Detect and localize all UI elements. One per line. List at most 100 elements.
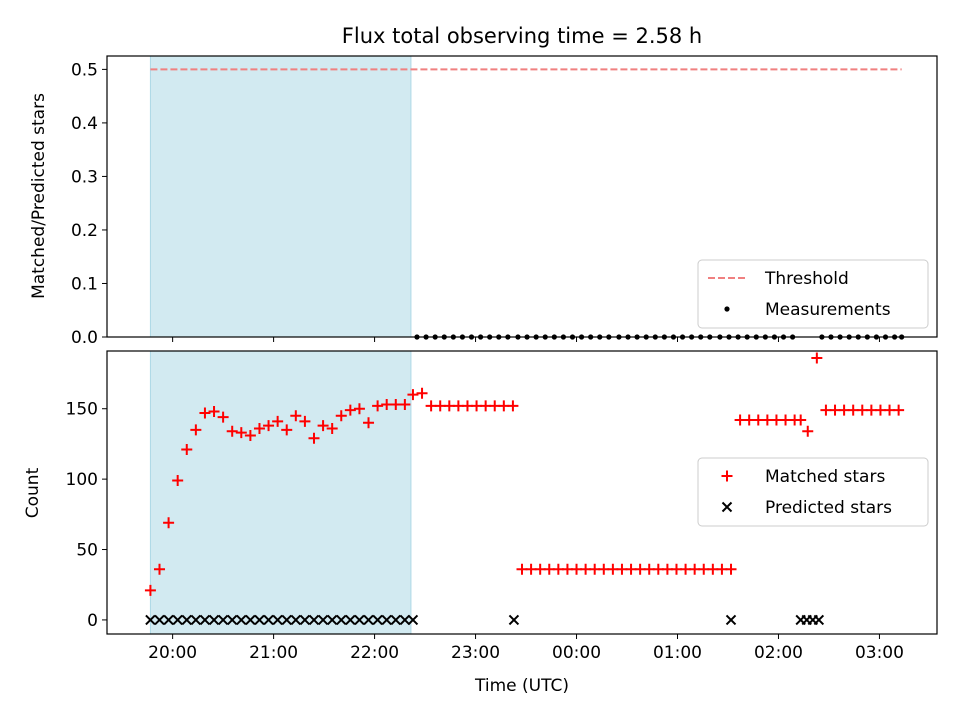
legend-label: Matched stars — [765, 467, 885, 487]
predicted-star-point — [725, 614, 737, 626]
matched-star-point — [416, 387, 428, 399]
predicted-star-point — [326, 614, 338, 626]
predicted-star-point — [172, 614, 183, 626]
matched-star-point — [725, 563, 737, 575]
y-tick-label: 100 — [66, 470, 98, 490]
matched-star-point — [217, 411, 229, 423]
x-tick-label: 01:00 — [653, 643, 702, 663]
predicted-star-point — [308, 614, 320, 626]
y-tick-label: 0.1 — [71, 274, 98, 294]
legend-label: Threshold — [764, 269, 849, 289]
matched-star-point — [363, 417, 375, 429]
matched-star-point — [372, 400, 384, 412]
predicted-star-point — [208, 614, 220, 626]
predicted-star-point — [236, 614, 247, 626]
matched-star-point — [399, 399, 411, 411]
predicted-star-point — [299, 614, 311, 626]
legend: Threshold Measurements — [697, 259, 929, 329]
y-tick-label: 0.2 — [71, 221, 98, 241]
predicted-star-point — [181, 614, 192, 626]
y-tick-label: 50 — [76, 541, 98, 561]
predicted-star-point — [372, 614, 383, 626]
matched-star-point — [154, 563, 166, 575]
predicted-star-point — [190, 614, 202, 626]
predicted-star-point — [254, 614, 265, 626]
count-panel: 20:00 21:00 22:00 23:00 00:00 01:00 02:00 03:00… — [66, 350, 938, 663]
x-tick-label: 20:00 — [148, 643, 197, 663]
x-tick-label: 02:00 — [754, 643, 803, 663]
y-tick-label: 0.5 — [71, 60, 98, 80]
y-tick-label: 0.3 — [71, 167, 98, 187]
matched-star-point — [144, 584, 156, 596]
series-predicted-stars — [145, 614, 825, 626]
bottom-panel-y-axis-label: Count — [23, 467, 43, 518]
y-tick-label: 0.0 — [71, 328, 98, 348]
predicted-star-point — [281, 614, 292, 626]
legend-matched-swatch — [721, 470, 733, 482]
matched-star-point — [335, 410, 347, 422]
observing-span — [149, 55, 412, 338]
top-panel-y-axis-label: Matched/Predicted stars — [29, 93, 49, 299]
matched-star-point — [317, 420, 329, 432]
matched-star-point — [253, 422, 265, 434]
predicted-star-point — [263, 614, 274, 626]
predicted-star-point — [217, 614, 229, 626]
predicted-star-point — [813, 614, 825, 626]
matched-star-point — [281, 424, 293, 436]
y-tick-label: 150 — [66, 400, 98, 420]
predicted-star-point — [272, 614, 283, 626]
matched-star-point — [235, 427, 247, 439]
matched-star-point — [507, 400, 519, 412]
series-matched-stars — [144, 352, 905, 596]
predicted-star-point — [399, 614, 411, 626]
matched-star-point — [190, 424, 202, 436]
plot-frame — [106, 55, 938, 338]
plot-frame — [106, 350, 938, 635]
legend-box — [697, 457, 929, 527]
predicted-star-point — [345, 614, 356, 626]
ratio-panel: 0.0 0.1 0.2 0.3 0.4 0.5 Threshold Measurements — [71, 55, 938, 348]
matched-star-point — [326, 422, 338, 434]
x-tick-label: 03:00 — [855, 643, 904, 663]
legend-label: Predicted stars — [765, 498, 892, 518]
predicted-star-point — [163, 614, 174, 626]
chart-title: Flux total observing time = 2.58 h — [342, 24, 702, 48]
predicted-star-point — [407, 614, 419, 626]
matched-star-point — [163, 517, 175, 529]
matched-star-point — [344, 404, 356, 416]
predicted-star-point — [363, 614, 374, 626]
predicted-star-point — [317, 614, 329, 626]
predicted-star-point — [145, 614, 156, 626]
matched-star-point — [802, 425, 814, 437]
predicted-star-point — [336, 614, 347, 626]
matched-star-point — [299, 415, 311, 427]
legend-measurement-swatch — [724, 306, 730, 312]
matched-star-point — [208, 406, 220, 418]
x-tick-label: 00:00 — [552, 643, 601, 663]
matched-star-point — [181, 444, 193, 456]
legend-predicted-swatch — [721, 501, 733, 513]
matched-star-point — [811, 352, 823, 364]
observing-span — [149, 350, 412, 635]
matched-star-point — [263, 420, 275, 432]
predicted-star-point — [354, 614, 365, 626]
predicted-star-point — [381, 614, 392, 626]
predicted-star-point — [390, 614, 401, 626]
x-axis-label: Time (UTC) — [474, 676, 569, 696]
predicted-star-point — [245, 614, 256, 626]
matched-star-point — [353, 403, 365, 415]
predicted-star-point — [154, 614, 165, 626]
y-tick-label: 0.4 — [71, 114, 98, 134]
matched-star-point — [226, 425, 238, 437]
legend-label: Measurements — [765, 300, 891, 320]
predicted-star-point — [290, 614, 302, 626]
matched-star-point — [893, 404, 905, 416]
predicted-star-point — [508, 614, 520, 626]
matched-star-point — [308, 432, 320, 444]
y-tick-label: 0 — [87, 611, 98, 631]
legend-box — [697, 259, 929, 329]
matched-star-point — [272, 415, 284, 427]
predicted-star-point — [226, 614, 238, 626]
matched-star-point — [290, 410, 302, 422]
